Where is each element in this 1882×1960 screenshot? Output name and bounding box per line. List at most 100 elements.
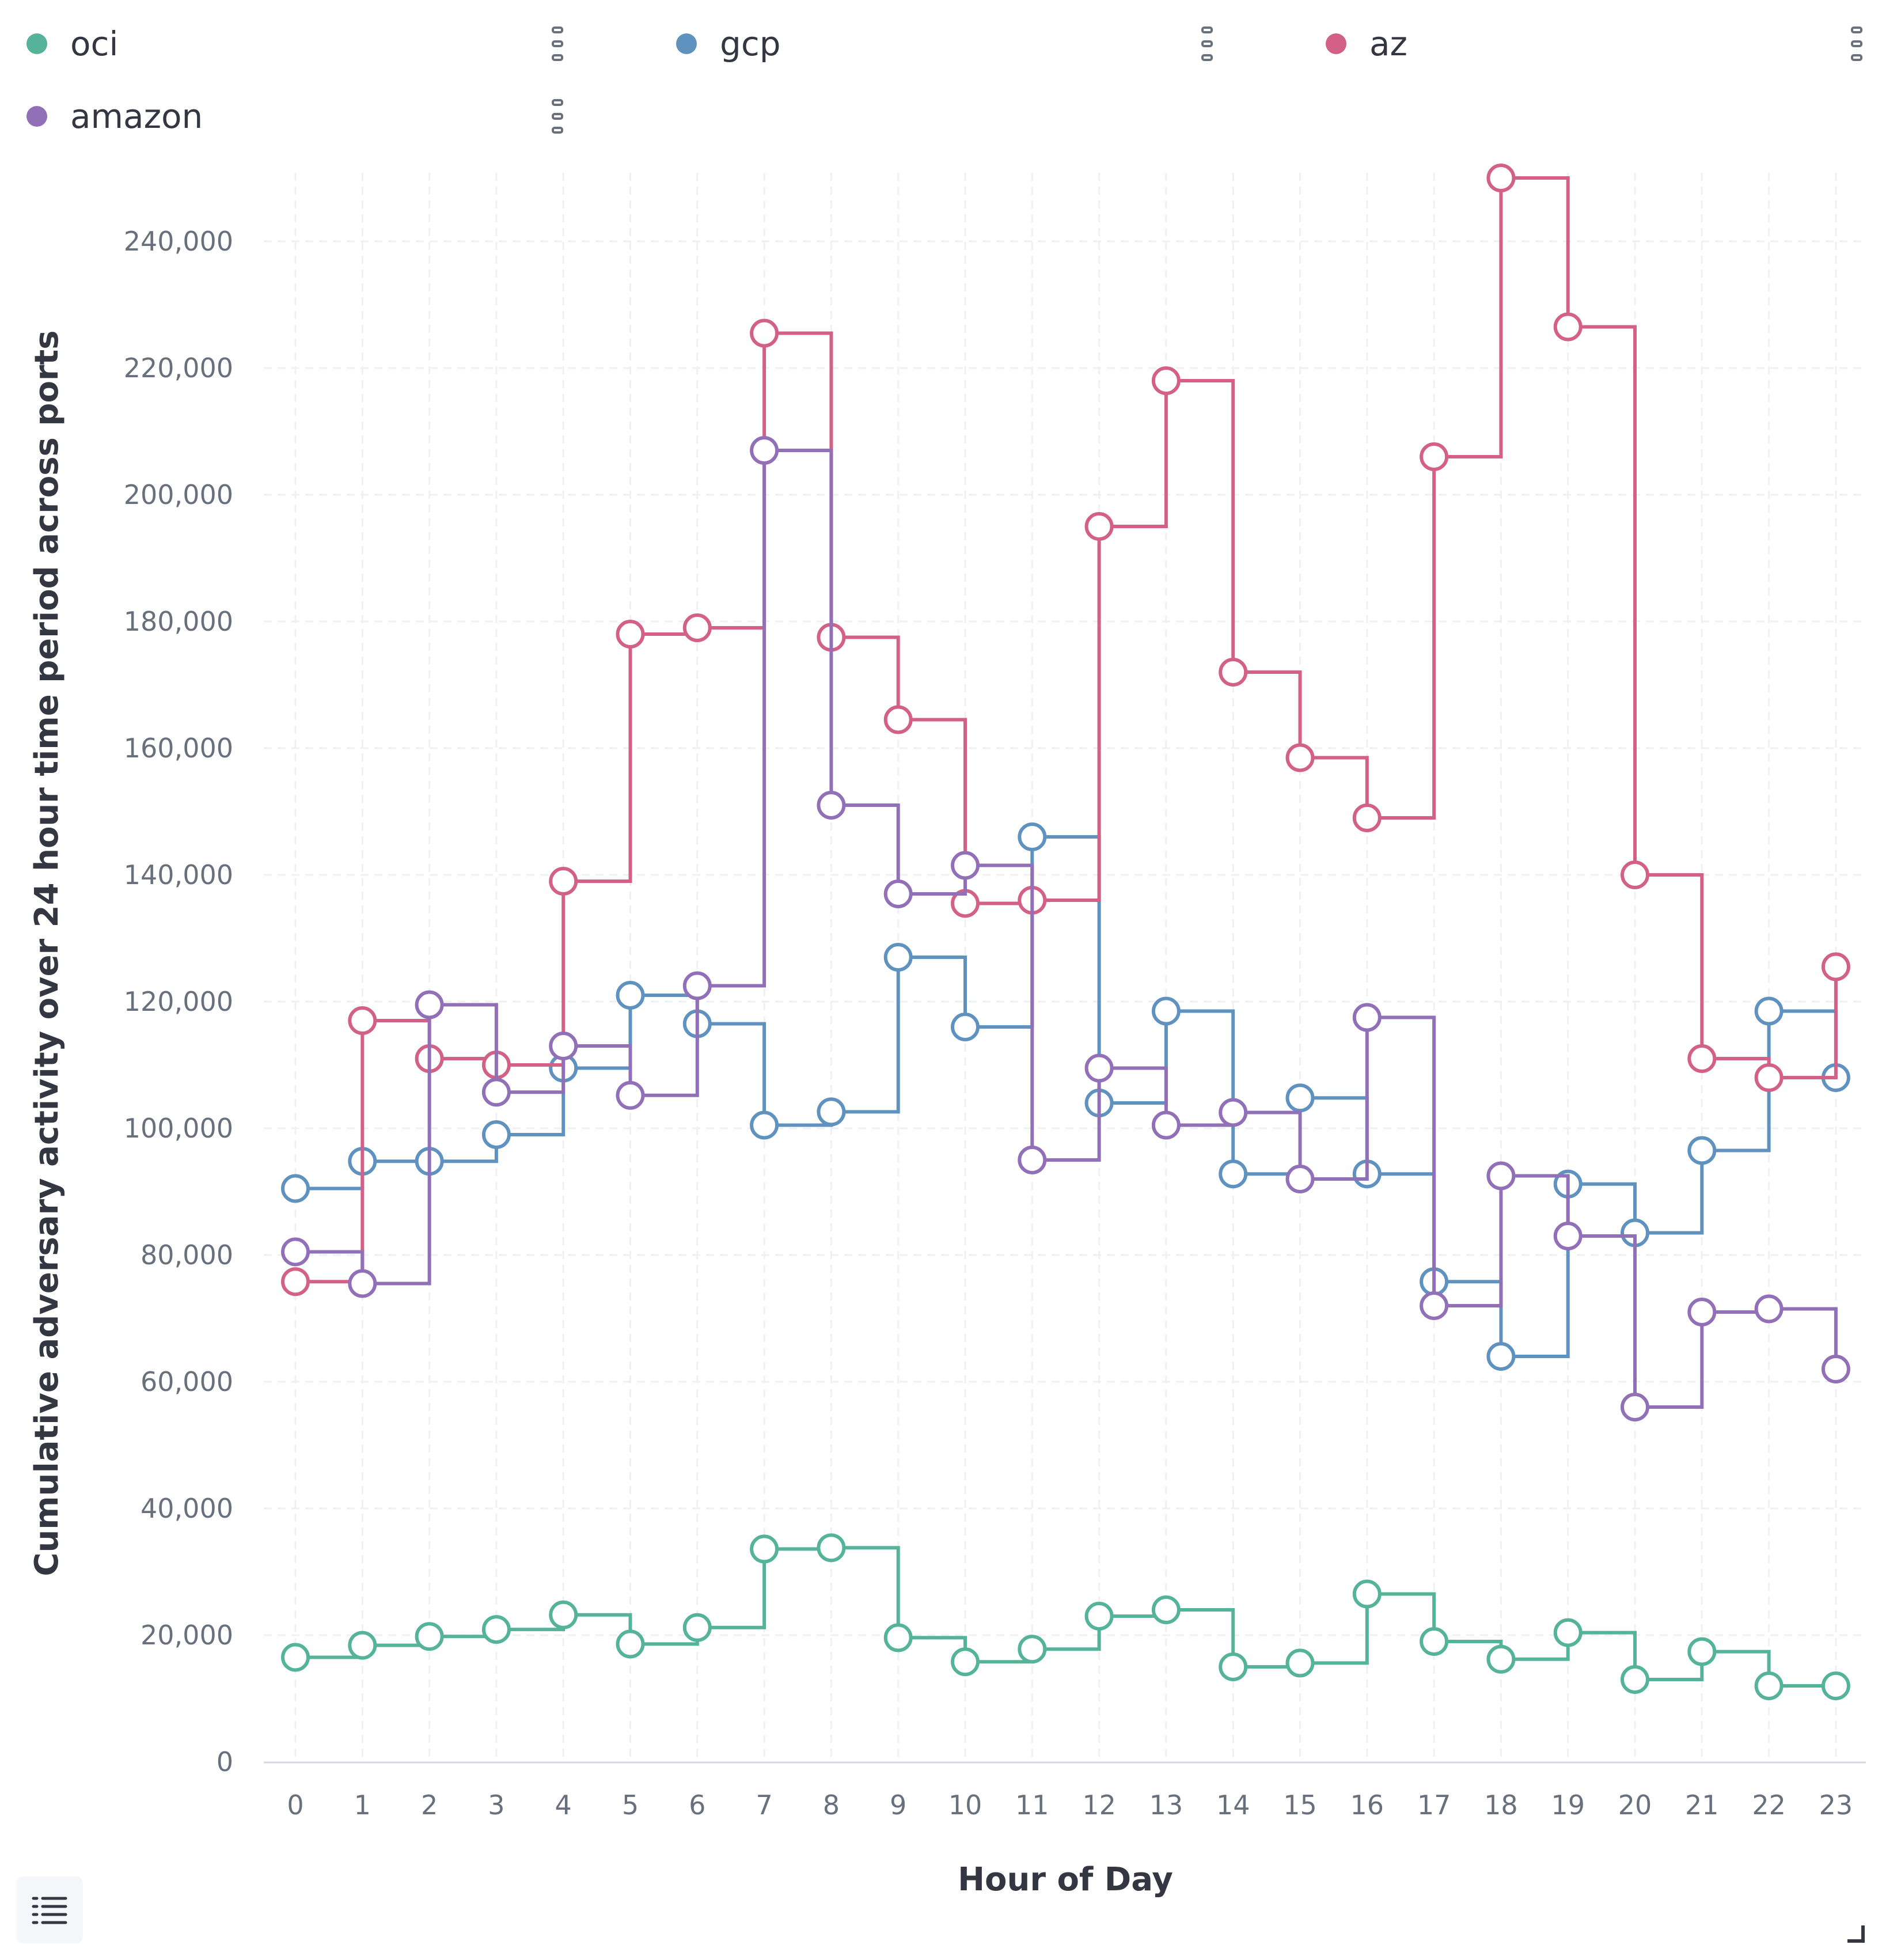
data-point-oci[interactable]	[616, 1629, 645, 1659]
data-point-amazon[interactable]	[682, 971, 712, 1000]
data-point-oci[interactable]	[1352, 1579, 1382, 1609]
data-point-amazon[interactable]	[1420, 1291, 1449, 1320]
data-point-az[interactable]	[1553, 312, 1583, 342]
legend-options-icon-gcp[interactable]	[1201, 26, 1216, 61]
data-point-az[interactable]	[1219, 658, 1248, 687]
data-point-oci[interactable]	[1754, 1671, 1784, 1700]
data-point-oci[interactable]	[281, 1643, 310, 1672]
data-point-amazon[interactable]	[1018, 1146, 1047, 1174]
data-point-az[interactable]	[1621, 860, 1649, 889]
data-point-amazon[interactable]	[1352, 1003, 1382, 1032]
data-point-amazon[interactable]	[1621, 1393, 1649, 1421]
data-point-oci[interactable]	[1821, 1671, 1850, 1700]
y-tick-label: 40,000	[141, 1493, 233, 1524]
legend-item-gcp[interactable]: gcp	[676, 21, 781, 67]
data-point-amazon[interactable]	[415, 990, 444, 1019]
data-point-oci[interactable]	[415, 1622, 444, 1651]
legend-item-oci[interactable]: oci	[26, 21, 119, 67]
data-point-az[interactable]	[1285, 743, 1315, 772]
data-point-az[interactable]	[549, 867, 578, 896]
data-point-az[interactable]	[682, 613, 712, 642]
data-point-amazon[interactable]	[549, 1032, 578, 1060]
legend-options-icon-amazon[interactable]	[552, 99, 567, 134]
data-point-gcp[interactable]	[951, 1013, 980, 1041]
data-point-az[interactable]	[1352, 803, 1382, 832]
series-line-amazon	[295, 449, 1838, 1409]
data-point-amazon[interactable]	[1285, 1165, 1315, 1193]
data-point-oci[interactable]	[883, 1623, 913, 1652]
resize-handle[interactable]	[1847, 1925, 1865, 1943]
y-tick-label: 80,000	[141, 1239, 233, 1271]
legend-options-icon-az[interactable]	[1851, 26, 1866, 61]
data-point-amazon[interactable]	[1687, 1298, 1717, 1326]
data-point-az[interactable]	[281, 1267, 310, 1296]
y-tick-label: 160,000	[124, 733, 233, 764]
data-point-oci[interactable]	[481, 1615, 511, 1644]
data-point-gcp[interactable]	[281, 1174, 310, 1203]
data-point-oci[interactable]	[1486, 1644, 1516, 1674]
data-point-gcp[interactable]	[1219, 1159, 1248, 1189]
data-point-amazon[interactable]	[1821, 1355, 1850, 1383]
data-point-amazon[interactable]	[348, 1269, 377, 1298]
data-point-gcp[interactable]	[883, 943, 913, 972]
data-point-amazon[interactable]	[281, 1237, 310, 1267]
data-point-amazon[interactable]	[1754, 1294, 1784, 1324]
data-point-az[interactable]	[616, 620, 645, 649]
data-point-gcp[interactable]	[481, 1120, 511, 1149]
data-point-amazon[interactable]	[616, 1081, 645, 1110]
x-axis-title: Hour of Day	[958, 1861, 1173, 1898]
data-point-gcp[interactable]	[750, 1110, 779, 1140]
grid	[264, 173, 1866, 1764]
data-point-oci[interactable]	[750, 1534, 779, 1564]
data-point-az[interactable]	[1420, 442, 1449, 471]
data-point-amazon[interactable]	[750, 436, 779, 465]
data-point-oci[interactable]	[1621, 1665, 1649, 1694]
data-point-oci[interactable]	[817, 1533, 846, 1563]
data-point-amazon[interactable]	[883, 879, 913, 908]
data-point-amazon[interactable]	[1219, 1098, 1248, 1127]
data-point-oci[interactable]	[1687, 1637, 1717, 1666]
legend-toggle-button[interactable]	[16, 1876, 83, 1943]
data-point-oci[interactable]	[1084, 1602, 1114, 1631]
data-point-gcp[interactable]	[1018, 822, 1047, 851]
data-point-az[interactable]	[1151, 366, 1181, 395]
legend-label-gcp: gcp	[720, 24, 781, 63]
data-point-az[interactable]	[1821, 952, 1850, 981]
data-point-az[interactable]	[1486, 164, 1516, 192]
data-point-oci[interactable]	[951, 1647, 980, 1677]
data-point-gcp[interactable]	[616, 981, 645, 1010]
data-point-amazon[interactable]	[1151, 1110, 1181, 1140]
data-point-oci[interactable]	[348, 1631, 377, 1660]
data-point-oci[interactable]	[1151, 1595, 1181, 1624]
data-point-az[interactable]	[750, 319, 779, 348]
data-point-az[interactable]	[348, 1006, 377, 1035]
legend-swatch-amazon	[26, 106, 47, 127]
data-point-amazon[interactable]	[481, 1078, 511, 1107]
data-point-oci[interactable]	[1018, 1635, 1047, 1664]
data-point-az[interactable]	[1687, 1044, 1717, 1073]
data-point-oci[interactable]	[1553, 1618, 1583, 1647]
data-point-gcp[interactable]	[817, 1097, 846, 1127]
data-point-az[interactable]	[883, 705, 913, 734]
data-point-amazon[interactable]	[951, 851, 980, 880]
data-point-gcp[interactable]	[1687, 1136, 1717, 1165]
data-point-amazon[interactable]	[1486, 1161, 1516, 1191]
data-point-oci[interactable]	[1219, 1652, 1248, 1681]
data-point-oci[interactable]	[1285, 1648, 1315, 1678]
data-point-oci[interactable]	[1420, 1627, 1449, 1656]
legend-item-az[interactable]: az	[1326, 21, 1407, 67]
data-point-amazon[interactable]	[1084, 1053, 1114, 1083]
data-point-gcp[interactable]	[1285, 1083, 1315, 1113]
data-point-az[interactable]	[1084, 512, 1114, 541]
data-point-oci[interactable]	[682, 1613, 712, 1642]
data-point-az[interactable]	[1754, 1063, 1784, 1092]
data-point-amazon[interactable]	[1553, 1222, 1583, 1250]
legend-item-amazon[interactable]: amazon	[26, 93, 203, 139]
data-point-amazon[interactable]	[817, 791, 846, 820]
data-point-gcp[interactable]	[1486, 1342, 1516, 1371]
legend-options-icon-oci[interactable]	[552, 26, 567, 61]
data-point-gcp[interactable]	[1754, 996, 1784, 1026]
x-tick-label: 8	[823, 1790, 840, 1821]
data-point-oci[interactable]	[549, 1600, 578, 1629]
data-point-gcp[interactable]	[1151, 996, 1181, 1026]
